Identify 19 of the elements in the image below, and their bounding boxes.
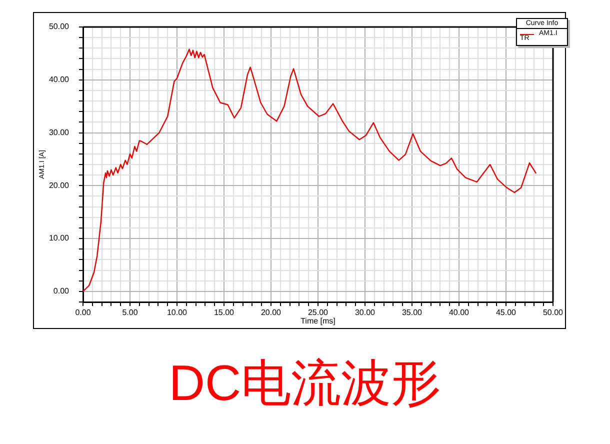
y-tick-label: 20.00 [48,180,70,190]
x-tick-label: 40.00 [448,308,470,318]
x-tick-label: 15.00 [214,308,235,318]
y-tick-label: 30.00 [48,128,70,137]
text: DC电流波形 [168,355,442,411]
x-tick-label: 50.00 [542,308,564,318]
y-tick-label: 10.00 [48,234,70,243]
y-tick-label: 50.00 [48,22,70,32]
x-tick-label: 25.00 [308,308,329,318]
x-tick-label: 0.00 [75,308,92,318]
x-tick-label: 5.00 [122,308,138,318]
x-tick-label: 30.00 [354,308,376,318]
x-tick-label: 10.00 [166,308,188,318]
x-tick-label: 20.00 [260,308,282,318]
y-tick-label: 40.00 [48,75,70,84]
x-axis-title: Time [ms] [300,316,336,326]
x-tick-label: 45.00 [496,308,517,318]
x-tick-label: 35.00 [402,308,423,318]
y-tick-label: 0.00 [53,286,70,296]
